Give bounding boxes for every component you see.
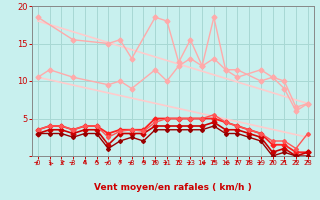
X-axis label: Vent moyen/en rafales ( km/h ): Vent moyen/en rafales ( km/h ) [94, 183, 252, 192]
